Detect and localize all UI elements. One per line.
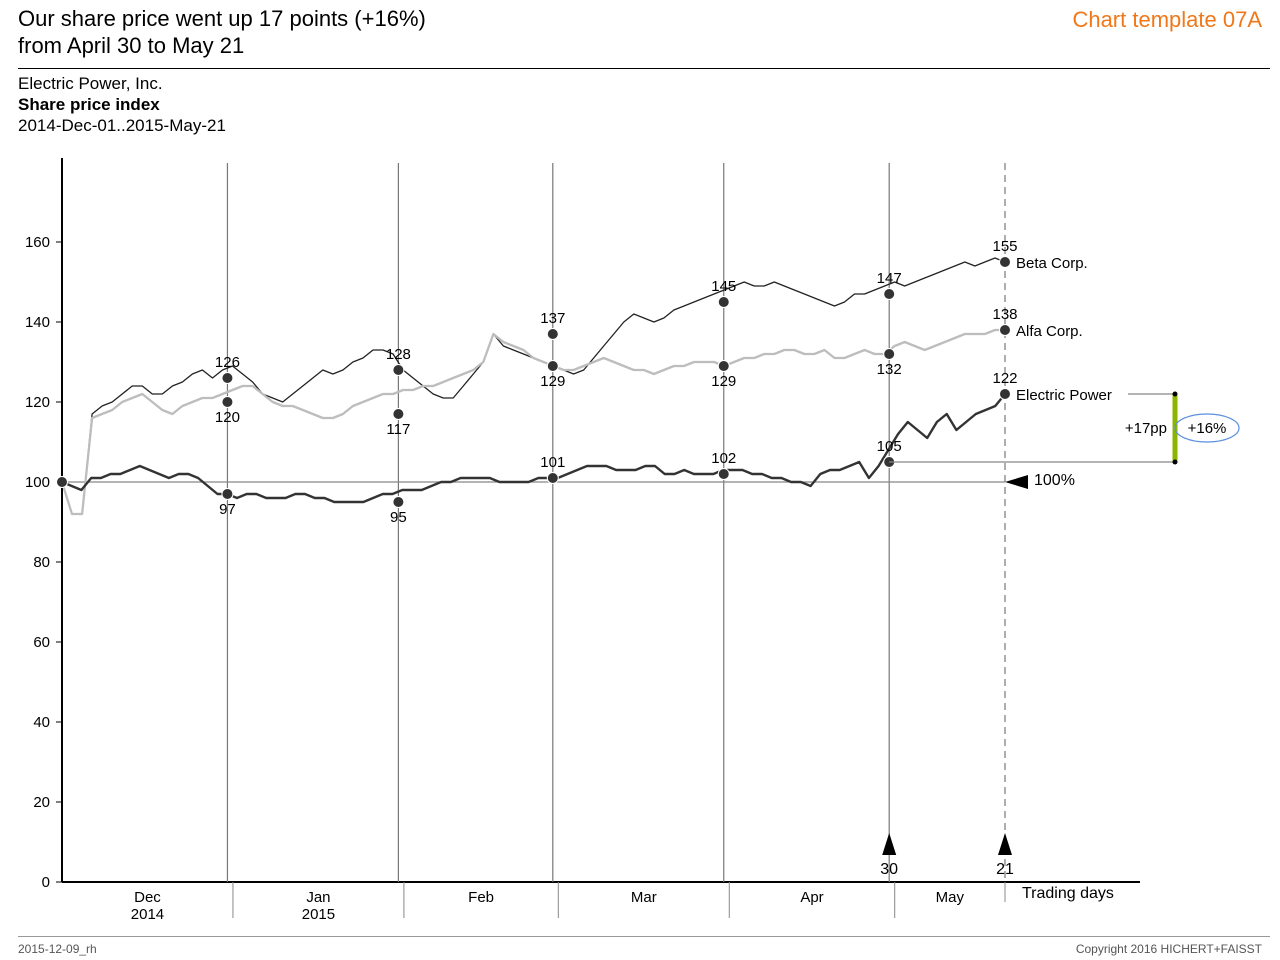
y-tick-label: 0 (42, 874, 50, 891)
data-point-electric (546, 472, 559, 484)
data-point-alfa (999, 324, 1011, 336)
data-label-alfa: 129 (711, 373, 736, 390)
data-label-alfa: 138 (992, 306, 1017, 323)
y-tick-label: 40 (33, 714, 50, 731)
series-line-beta (61, 257, 1006, 515)
headline: Our share price went up 17 points (+16%)… (18, 5, 718, 59)
footer-divider (18, 936, 1270, 937)
chart-subtitle: Electric Power, Inc. Share price index 2… (18, 73, 226, 136)
footer-copyright: Copyright 2016 HICHERT+FAISST (1075, 942, 1262, 956)
y-tick-label: 20 (33, 794, 50, 811)
data-label-beta: 128 (386, 346, 411, 363)
data-point-electric (221, 488, 234, 500)
month-label: Dec (134, 889, 161, 906)
series-line-alfa (60, 328, 1005, 516)
data-label-electric: 122 (992, 370, 1017, 387)
data-label-electric: 101 (540, 454, 565, 471)
month-label: Apr (800, 889, 823, 906)
footer-date-code: 2015-12-09_rh (18, 942, 97, 956)
data-label-beta: 137 (540, 310, 565, 327)
y-tick-label: 100 (25, 474, 50, 491)
y-tick-label: 120 (25, 394, 50, 411)
month-label: Mar (631, 889, 657, 906)
data-label-electric: 95 (390, 509, 407, 526)
measure-name: Share price index (18, 95, 160, 114)
y-tick-label: 140 (25, 314, 50, 331)
start-point (56, 476, 68, 488)
data-point-alfa (883, 348, 896, 360)
title-divider (18, 68, 1270, 69)
baseline-label: 100% (1034, 472, 1075, 489)
headline-line-2: from April 30 to May 21 (18, 33, 245, 58)
x-axis-unit-label: Trading days (1022, 885, 1114, 902)
data-point-beta (392, 364, 405, 376)
data-point-beta (883, 288, 896, 300)
series-name-beta: Beta Corp. (1016, 255, 1088, 272)
delta-bar-top-dot (1172, 391, 1178, 397)
data-label-beta: 126 (215, 354, 240, 371)
headline-line-1: Our share price went up 17 points (+16%) (18, 6, 426, 31)
data-label-beta: 147 (877, 270, 902, 287)
delta-percent-label: +16% (1188, 420, 1227, 437)
y-tick-label: 60 (33, 634, 50, 651)
data-point-electric (392, 496, 405, 508)
data-label-alfa: 132 (877, 361, 902, 378)
data-label-electric: 102 (711, 450, 736, 467)
data-label-electric: 97 (219, 501, 236, 518)
baseline-arrow (1005, 475, 1028, 489)
data-point-electric (999, 388, 1011, 400)
data-label-alfa: 129 (540, 373, 565, 390)
date-marker-label: 30 (880, 861, 898, 878)
data-point-alfa (717, 360, 730, 372)
data-point-alfa (546, 360, 559, 372)
date-marker-arrow (998, 833, 1012, 855)
data-point-beta (221, 372, 234, 384)
data-point-alfa (221, 396, 234, 408)
y-tick-label: 160 (25, 234, 50, 251)
delta-percent-ellipse (1174, 413, 1240, 443)
data-label-alfa: 117 (386, 421, 410, 438)
delta-points-label: +17pp (1125, 420, 1167, 437)
year-label: 2014 (131, 906, 164, 923)
date-marker-arrow (882, 833, 897, 855)
series-name-electric: Electric Power (1016, 387, 1112, 404)
data-point-beta (999, 256, 1011, 268)
period-label: 2014-Dec-01..2015-May-21 (18, 116, 226, 135)
year-label: 2015 (302, 906, 335, 923)
data-label-electric: 105 (877, 438, 902, 455)
data-label-alfa: 120 (215, 409, 240, 426)
template-tag: Chart template 07A (1072, 7, 1262, 32)
series-name-alfa: Alfa Corp. (1016, 323, 1083, 340)
data-label-beta: 155 (992, 238, 1017, 255)
month-label: Feb (468, 889, 494, 906)
delta-bar-bottom-dot (1172, 459, 1178, 465)
data-point-electric (717, 468, 730, 480)
data-point-alfa (392, 408, 405, 420)
data-label-beta: 145 (711, 278, 736, 295)
month-label: Jan (306, 889, 330, 906)
data-point-beta (546, 328, 559, 340)
y-tick-label: 80 (33, 554, 50, 571)
data-point-beta (717, 296, 730, 308)
month-label: May (936, 889, 965, 906)
company-name: Electric Power, Inc. (18, 74, 163, 93)
series-line-electric (61, 393, 1006, 504)
date-marker-label: 21 (996, 861, 1014, 878)
